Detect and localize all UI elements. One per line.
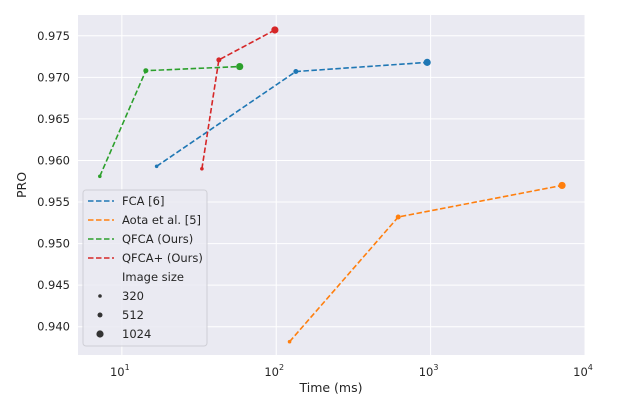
data-point (395, 214, 401, 220)
data-point (423, 58, 431, 66)
x-axis-label: Time (ms) (298, 380, 362, 395)
data-point (558, 181, 566, 190)
data-point (271, 26, 279, 34)
legend-size-label: 512 (122, 308, 144, 322)
legend-size-title: Image size (122, 270, 184, 284)
series-line (201, 29, 276, 169)
x-tick-label: 102 (264, 363, 284, 379)
y-axis-label: PRO (14, 172, 29, 198)
y-tick-label: 0.955 (37, 195, 70, 209)
legend-size-marker (98, 294, 102, 298)
series-aota-et-al-5- (287, 181, 566, 344)
data-point (143, 68, 149, 74)
y-tick-label: 0.970 (37, 70, 70, 84)
legend-label: Aota et al. [5] (122, 213, 201, 227)
data-point (216, 57, 222, 63)
x-tick-label: 101 (110, 363, 130, 379)
legend-box (82, 189, 208, 347)
x-ticks: 101 102 103 104 (110, 363, 593, 379)
series-fca-6- (154, 58, 431, 169)
x-tick-label: 104 (573, 363, 593, 379)
legend-size-label: 320 (122, 289, 144, 303)
data-point (200, 166, 204, 171)
legend-label: QFCA (Ours) (122, 232, 193, 246)
y-tick-label: 0.960 (37, 153, 70, 167)
y-tick-label: 0.940 (37, 320, 70, 334)
series (98, 26, 566, 344)
y-tick-label: 0.945 (37, 278, 70, 292)
y-tick-label: 0.975 (37, 29, 70, 43)
legend-size-label: 1024 (122, 327, 151, 341)
series-qfca-ours- (200, 26, 279, 171)
data-point (236, 62, 244, 71)
data-point (154, 164, 159, 169)
y-tick-label: 0.950 (37, 237, 70, 251)
y-ticks: 0.940 0.945 0.950 0.955 0.960 0.965 0.970 0.975 (37, 29, 70, 334)
legend-label: QFCA+ (Ours) (122, 251, 203, 265)
data-point (287, 339, 292, 344)
legend-size-marker (97, 312, 103, 318)
data-point (98, 174, 102, 179)
legend-label: FCA [6] (122, 194, 164, 208)
legend-size-marker (96, 330, 104, 338)
data-point (293, 69, 299, 75)
y-tick-label: 0.965 (37, 112, 70, 126)
legend: FCA [6] Aota et al. [5] QFCA (Ours) QFCA+ (… (82, 189, 208, 347)
series-qfca-ours- (98, 62, 244, 179)
x-tick-label: 103 (419, 363, 439, 379)
